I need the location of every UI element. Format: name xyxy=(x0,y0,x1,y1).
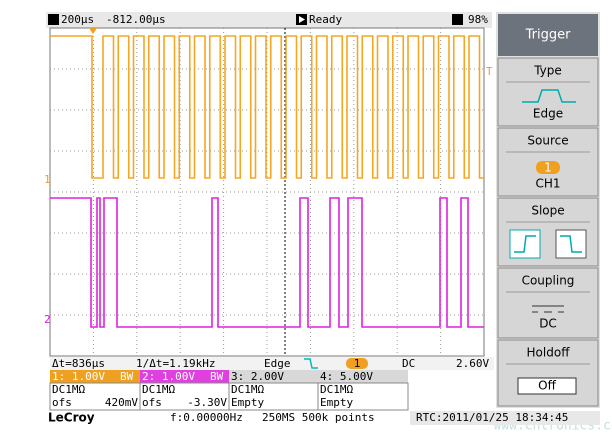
grid xyxy=(50,28,484,356)
menu-button[interactable] xyxy=(497,57,599,127)
channel-coupling: DC1MΩ xyxy=(320,383,353,396)
menu-items: Type Edge Source 1 CH1 Slope Coupling DC Holdoff… xyxy=(497,57,599,407)
delay: -812.00µs xyxy=(106,13,166,26)
channel-coupling: DC1MΩ xyxy=(52,383,85,396)
trigger-level-marker: T xyxy=(486,65,493,78)
menu-label: Type xyxy=(533,64,562,78)
edge-icon xyxy=(304,358,318,369)
bw-flag: BW xyxy=(120,370,134,383)
timebase: 200µs xyxy=(61,13,94,26)
menu-title: Trigger xyxy=(525,28,571,43)
inv-delta-t: 1/Δt=1.19kHz xyxy=(136,357,215,370)
channel-coupling: DC1MΩ xyxy=(231,383,264,396)
offset-value: 420mV xyxy=(105,396,138,409)
trigger-level: 2.60V xyxy=(456,357,489,370)
frequency: f:0.00000Hz xyxy=(170,411,243,424)
menu-value: CH1 xyxy=(535,177,560,191)
holdoff-box[interactable] xyxy=(517,377,577,395)
channel-header: 4: 5.00V xyxy=(320,370,373,383)
clock-box xyxy=(410,411,600,425)
menu-label: Source xyxy=(527,134,568,148)
offset-label: ofs xyxy=(142,396,162,409)
edge-type-icon xyxy=(522,89,576,103)
menu-label: Coupling xyxy=(522,274,575,288)
channel-body xyxy=(49,382,141,411)
status-bar xyxy=(46,12,492,28)
trigger-type: Edge xyxy=(264,357,291,370)
menu-label: Slope xyxy=(531,204,564,218)
channel-header: 3: 2.00V xyxy=(231,370,284,383)
channel-status: Empty xyxy=(231,396,264,409)
run-arrow xyxy=(299,16,305,23)
trigger-coupling: DC xyxy=(402,357,415,370)
channel-header: 1: 1.00V xyxy=(52,370,105,383)
delta-t: Δt=836µs xyxy=(52,357,105,370)
menu-button[interactable] xyxy=(497,339,599,407)
trigger-marker xyxy=(89,28,97,34)
acq-state: Ready xyxy=(309,13,342,26)
menu-badge: 1 xyxy=(544,161,552,175)
slope-fall-icon xyxy=(560,235,582,253)
menu-value: DC xyxy=(539,317,557,331)
timebase-icon xyxy=(48,14,59,25)
battery: 98% xyxy=(468,13,488,26)
channel-status: Empty xyxy=(320,396,353,409)
channel-header-bg xyxy=(140,370,229,383)
ch2-trace xyxy=(50,197,484,328)
menu-button[interactable] xyxy=(497,267,599,339)
source-badge xyxy=(346,358,368,369)
bw-flag: BW xyxy=(210,370,224,383)
trigger-source: 1 xyxy=(354,357,361,370)
menu-value: Edge xyxy=(533,107,563,121)
channel-header: 2: 1.00V xyxy=(142,370,195,383)
channel-header-bg xyxy=(50,370,140,383)
offset-value: -3.30V xyxy=(187,396,227,409)
ch1-marker: 1 xyxy=(44,173,51,186)
menu-label: Holdoff xyxy=(527,346,571,360)
channel-coupling: DC1MΩ xyxy=(142,383,175,396)
battery-icon xyxy=(452,14,463,25)
channel-header-bg xyxy=(229,370,318,383)
ch2-marker: 2 xyxy=(44,313,51,326)
slope-rise-icon xyxy=(514,235,536,253)
acquisition: 250MS 500k points xyxy=(262,411,375,424)
source-badge xyxy=(536,161,560,174)
ch1-trace xyxy=(50,35,484,179)
brand: LeCroy xyxy=(48,411,95,425)
channel-body xyxy=(317,382,409,411)
clock: RTC:2011/01/25 18:34:45 xyxy=(416,411,568,424)
offset-label: ofs xyxy=(52,396,72,409)
dc-icon xyxy=(532,305,564,313)
menu-header xyxy=(498,14,598,56)
measure-bar xyxy=(50,357,494,370)
menu-value: Off xyxy=(538,379,556,393)
channel-header-bg xyxy=(318,370,408,383)
